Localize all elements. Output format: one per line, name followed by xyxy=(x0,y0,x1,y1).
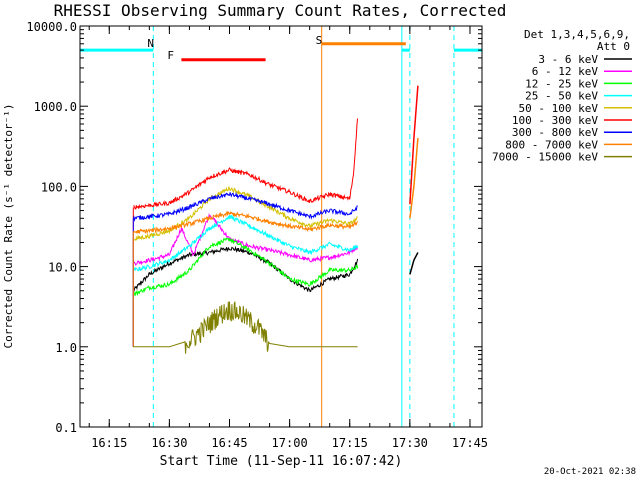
marker-label: S xyxy=(316,34,323,47)
series-line xyxy=(132,210,359,235)
legend-label: 12 - 25 keV xyxy=(525,77,598,90)
x-tick-label: 16:30 xyxy=(151,436,187,450)
series-line xyxy=(133,118,359,210)
legend-label: 800 - 7000 keV xyxy=(505,138,598,151)
chart-title: RHESSI Observing Summary Count Rates, Co… xyxy=(54,1,507,20)
y-tick-label: 1.0 xyxy=(55,341,77,355)
legend-header: Att 0 xyxy=(597,40,630,53)
legend-label: 3 - 6 keV xyxy=(538,53,598,66)
legend-label: 50 - 100 keV xyxy=(519,102,599,115)
x-tick-label: 17:30 xyxy=(392,436,428,450)
series-line xyxy=(132,237,359,297)
x-tick-label: 17:15 xyxy=(332,436,368,450)
legend-label: 7000 - 15000 keV xyxy=(492,151,598,164)
y-axis-label: Corrected Count Rate (s⁻¹ detector⁻¹) xyxy=(2,103,15,348)
x-axis-label: Start Time (11-Sep-11 16:07:42) xyxy=(160,454,403,469)
plot-frame xyxy=(79,25,483,428)
timestamp: 20-Oct-2021 02:38 xyxy=(544,467,636,477)
plot-layer: NF S xyxy=(79,26,482,427)
x-axis: 16:15 16:30 16:45 17:00 17:15 17:30 17:45 xyxy=(88,26,488,450)
late-series-segment xyxy=(409,252,419,275)
x-tick-label: 16:45 xyxy=(211,436,247,450)
series-line xyxy=(132,191,358,222)
x-tick-label: 16:15 xyxy=(91,436,127,450)
marker-label: N xyxy=(147,37,154,50)
legend-header: Det 1,3,4,5,6,9, xyxy=(524,28,630,41)
x-tick-label: 17:00 xyxy=(272,436,308,450)
legend-label: 300 - 800 keV xyxy=(512,126,598,139)
y-axis: 0.1 1.0 10.0 100.0 1000.0 10000.0 xyxy=(26,20,482,435)
y-tick-label: 0.1 xyxy=(55,421,77,435)
y-tick-label: 1000.0 xyxy=(34,100,77,114)
y-tick-label: 10000.0 xyxy=(26,20,77,34)
y-tick-label: 100.0 xyxy=(41,180,77,194)
legend-label: 100 - 300 keV xyxy=(512,114,598,127)
series-line xyxy=(133,301,358,354)
x-tick-label: 17:45 xyxy=(452,436,488,450)
legend-label: 6 - 12 keV xyxy=(532,65,599,78)
late-series-segment xyxy=(409,85,419,205)
series-line xyxy=(132,214,359,272)
marker-label: F xyxy=(167,49,174,62)
late-series-segment xyxy=(409,138,419,219)
y-tick-label: 10.0 xyxy=(48,261,77,275)
legend-label: 25 - 50 keV xyxy=(525,90,598,103)
series-line xyxy=(132,245,359,293)
